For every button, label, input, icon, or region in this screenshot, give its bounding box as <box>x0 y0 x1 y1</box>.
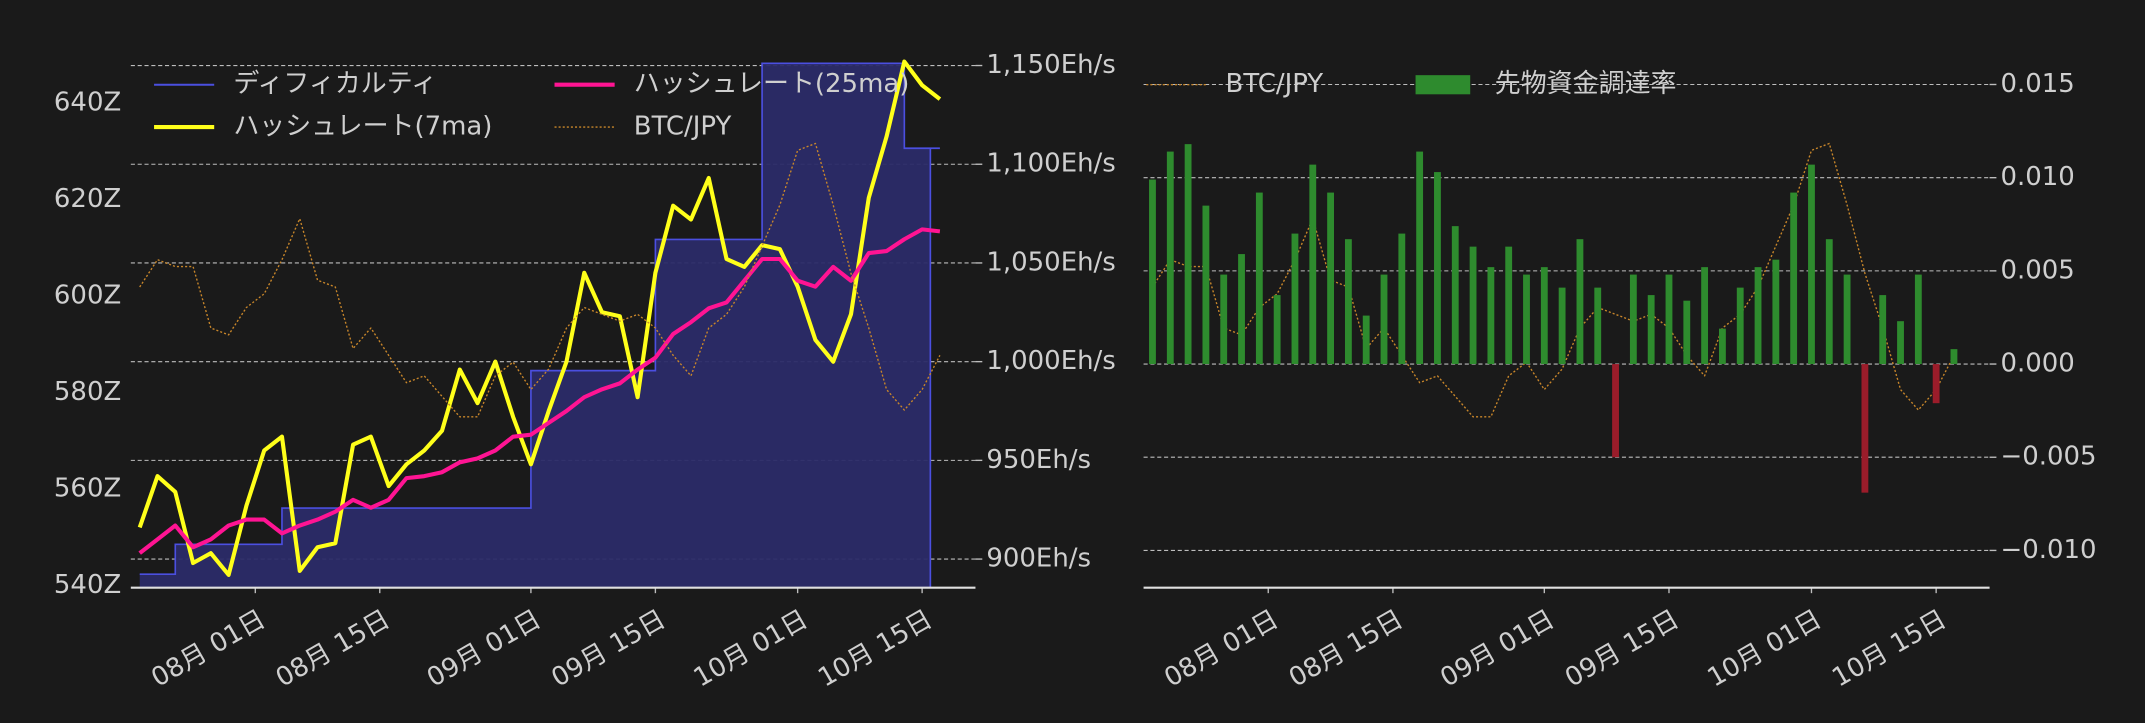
bar <box>1380 274 1388 365</box>
bar <box>1701 267 1709 365</box>
y-tick-label: 560Z <box>54 473 121 503</box>
bar <box>1825 239 1833 365</box>
bar <box>1808 164 1815 365</box>
y-tick-label: 0.000 <box>2001 349 2075 379</box>
bar <box>1790 192 1798 365</box>
y-tick-label: 600Z <box>54 280 121 310</box>
area <box>139 63 940 588</box>
bar <box>1202 205 1210 365</box>
bar <box>1843 274 1851 365</box>
bar <box>1327 192 1334 365</box>
y-tick-label: 620Z <box>54 184 121 214</box>
bar <box>1576 239 1584 365</box>
bar <box>1718 328 1726 365</box>
bar <box>1416 151 1424 365</box>
bar <box>1932 364 1940 404</box>
legend-swatch <box>1415 75 1471 95</box>
bar <box>1523 274 1530 365</box>
line <box>138 227 941 555</box>
bar <box>1594 287 1602 365</box>
bar <box>1487 267 1495 365</box>
area-edge <box>139 62 940 588</box>
bar <box>1540 267 1548 365</box>
bar <box>1184 144 1192 365</box>
bar <box>1309 164 1317 365</box>
bar <box>1772 259 1780 365</box>
line <box>137 59 942 577</box>
bar <box>1255 192 1263 365</box>
y-tick-label: 1,050Eh/s <box>986 247 1115 277</box>
bar <box>1754 267 1762 365</box>
bar <box>1665 274 1673 365</box>
bar <box>1879 295 1887 365</box>
y-tick-label: −0.010 <box>2001 535 2097 565</box>
legend-label: 先物資金調達率 <box>1495 69 1677 99</box>
legend-label: ハッシュレート(25ma) <box>634 69 910 99</box>
bar <box>1220 274 1228 365</box>
bar <box>1451 226 1459 365</box>
bar <box>1344 239 1352 365</box>
bar <box>1683 300 1691 365</box>
bar <box>1166 151 1174 365</box>
y-tick-label: 0.010 <box>2001 162 2075 192</box>
bar <box>1736 287 1744 365</box>
y-tick-label: 580Z <box>54 377 121 407</box>
y-tick-label: 900Eh/s <box>986 544 1091 574</box>
bar <box>1149 179 1156 365</box>
bar <box>1647 295 1655 365</box>
line <box>1151 142 1955 418</box>
legend-label: BTC/JPY <box>1226 69 1324 99</box>
y-tick-label: 1,150Eh/s <box>986 50 1115 80</box>
legend-label: ディフィカルティ <box>233 69 437 99</box>
bar <box>1398 233 1406 365</box>
bar <box>1291 233 1299 365</box>
bar <box>1469 246 1477 365</box>
bar <box>1612 364 1619 458</box>
legend-label: BTC/JPY <box>634 112 732 142</box>
y-tick-label: 950Eh/s <box>986 445 1091 475</box>
bar <box>1629 274 1637 365</box>
bar <box>1434 172 1441 365</box>
bar <box>1914 274 1922 365</box>
y-tick-label: 540Z <box>54 570 121 600</box>
bar <box>1238 254 1245 365</box>
bar <box>1558 287 1566 365</box>
y-tick-label: 1,000Eh/s <box>986 346 1115 376</box>
y-tick-label: 1,100Eh/s <box>986 149 1115 179</box>
y-tick-label: −0.005 <box>2001 442 2097 472</box>
legend-label: ハッシュレート(7ma) <box>233 112 492 142</box>
bar <box>1362 315 1370 365</box>
y-tick-label: 0.015 <box>2001 69 2075 99</box>
bar <box>1897 321 1904 365</box>
bar <box>1950 349 1958 365</box>
y-tick-label: 0.005 <box>2001 255 2075 285</box>
line <box>139 142 941 418</box>
bar <box>1861 364 1869 493</box>
bar <box>1505 246 1513 365</box>
bar <box>1273 295 1281 365</box>
y-tick-label: 640Z <box>54 87 121 117</box>
